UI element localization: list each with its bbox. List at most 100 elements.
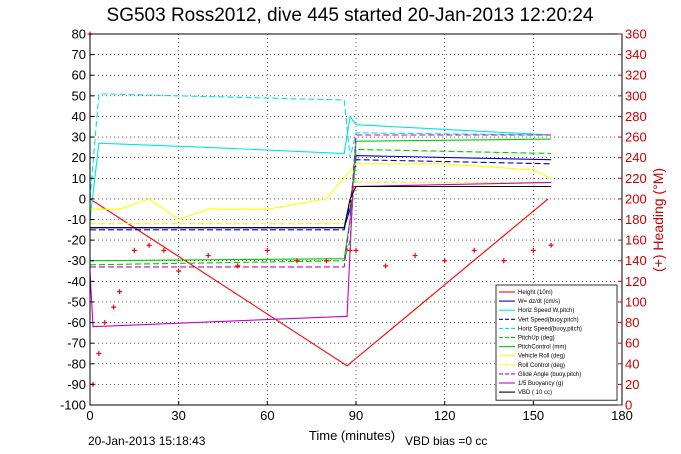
heading-point <box>161 247 167 253</box>
right-tick-label: 180 <box>625 212 647 227</box>
y-tick-label: 30 <box>72 130 86 145</box>
right-tick-label: 140 <box>625 253 647 268</box>
y-tick-label: -70 <box>67 336 86 351</box>
legend-entry: VBD ( 10 cc) <box>518 390 552 396</box>
y-tick-label: -80 <box>67 356 86 371</box>
series-line-7 <box>90 163 552 221</box>
y-tick-label: 20 <box>72 150 86 165</box>
right-tick-label: 340 <box>625 47 647 62</box>
right-tick-label: 240 <box>625 150 647 165</box>
y-tick-label: -20 <box>67 233 86 248</box>
y-tick-label: 60 <box>72 68 86 83</box>
heading-point <box>294 258 300 264</box>
y-tick-label: 70 <box>72 47 86 62</box>
footer-timestamp: 20-Jan-2013 15:18:43 <box>88 434 206 448</box>
legend-entry: Horiz Speed(buoy,pitch) <box>518 326 582 332</box>
legend-entry: Vert Speed(buoy,pitch) <box>518 317 579 323</box>
right-tick-label: 260 <box>625 130 647 145</box>
right-tick-label: 80 <box>625 315 639 330</box>
heading-point <box>102 320 108 326</box>
y-tick-label: -60 <box>67 315 86 330</box>
y-tick-label: 40 <box>72 109 86 124</box>
right-tick-label: 220 <box>625 171 647 186</box>
x-tick-label: 120 <box>434 408 456 423</box>
legend-entry: W= dz/dt (cm/s) <box>518 299 560 305</box>
y-tick-label: -10 <box>67 212 86 227</box>
legend-entry: Height (10m) <box>518 290 553 296</box>
y-tick-label: -40 <box>67 274 86 289</box>
x-tick-label: 180 <box>611 408 633 423</box>
legend-box <box>495 284 618 401</box>
x-tick-label: 150 <box>522 408 544 423</box>
y-tick-label: 10 <box>72 171 86 186</box>
x-tick-label: 0 <box>86 408 93 423</box>
series-line-4 <box>89 93 552 199</box>
heading-point <box>442 258 448 264</box>
heading-point <box>96 350 102 356</box>
series-line-11 <box>90 185 552 229</box>
heading-point <box>501 258 507 264</box>
heading-point <box>412 253 418 259</box>
series-layer <box>87 31 554 387</box>
right-tick-label: 200 <box>625 191 647 206</box>
right-axis-label: (+) Heading (°M) <box>650 168 666 272</box>
right-tick-label: 280 <box>625 109 647 124</box>
heading-point <box>353 247 359 253</box>
x-axis-ticks: 0 30 60 90 120 150 180 <box>86 401 633 423</box>
heading-point <box>176 268 182 274</box>
right-tick-label: 60 <box>625 336 639 351</box>
x-tick-label: 90 <box>349 408 363 423</box>
heading-point <box>471 247 477 253</box>
right-tick-label: 100 <box>625 294 647 309</box>
right-tick-label: 300 <box>625 88 647 103</box>
chart-title: SG503 Ross2012, dive 445 started 20-Jan-… <box>107 5 594 26</box>
right-tick-label: 160 <box>625 233 647 248</box>
x-tick-label: 30 <box>171 408 185 423</box>
y-tick-label: -30 <box>67 253 86 268</box>
right-tick-label: 320 <box>625 68 647 83</box>
heading-point <box>205 253 211 259</box>
heading-point <box>146 242 152 248</box>
y-tick-label: -50 <box>67 294 86 309</box>
series-line-3 <box>90 159 552 231</box>
heading-point <box>530 247 536 253</box>
legend-entry: Roll Control (deg) <box>518 363 565 369</box>
series-line-10 <box>89 181 552 328</box>
series-line-9 <box>90 134 552 268</box>
heading-point <box>548 242 554 248</box>
legend-entry: Vehicle Roll (deg) <box>518 354 565 360</box>
right-tick-label: 40 <box>625 356 639 371</box>
heading-point <box>235 263 241 269</box>
y-tick-label: -90 <box>67 377 86 392</box>
left-axis-ticks: 80 70 60 50 40 30 20 10 0 -10 -20 -30 -40 -50 -60 -70 -8… <box>60 27 94 413</box>
right-tick-label: 20 <box>625 377 639 392</box>
x-axis-label: Time (minutes) <box>309 428 395 443</box>
y-tick-label: 50 <box>72 88 86 103</box>
heading-point <box>131 247 137 253</box>
legend-entry: 1/5 Buoyancy (g) <box>518 381 563 387</box>
heading-point <box>383 263 389 269</box>
x-tick-label: 60 <box>260 408 274 423</box>
series-line-8 <box>90 181 552 225</box>
right-tick-label: 0 <box>625 398 632 413</box>
y-tick-label: 80 <box>72 27 86 42</box>
vbd-bias-note: VBD bias =0 cc <box>405 434 487 448</box>
y-tick-label: 0 <box>79 191 86 206</box>
series-line-0 <box>89 198 549 367</box>
right-tick-label: 360 <box>625 27 647 42</box>
legend-entry: PitchControl (mm) <box>518 345 566 351</box>
legend-entry: Horiz Speed W,pitch) <box>518 308 574 314</box>
heading-point <box>264 247 270 253</box>
right-tick-label: 120 <box>625 274 647 289</box>
heading-point <box>323 258 329 264</box>
series-line-2 <box>89 114 552 220</box>
series-heading-markers <box>87 31 554 387</box>
heading-point <box>111 304 117 310</box>
legend-entry: PitchUp (deg) <box>518 336 555 342</box>
legend: Height (10m) W= dz/dt (cm/s) Horiz Speed W… <box>495 284 618 401</box>
right-axis-ticks: 3603403203002802602402202001801601401201… <box>618 27 647 413</box>
y-tick-label: -100 <box>60 398 86 413</box>
heading-point <box>347 247 353 253</box>
legend-entry: Glide Angle (buoy,pitch) <box>518 372 581 378</box>
